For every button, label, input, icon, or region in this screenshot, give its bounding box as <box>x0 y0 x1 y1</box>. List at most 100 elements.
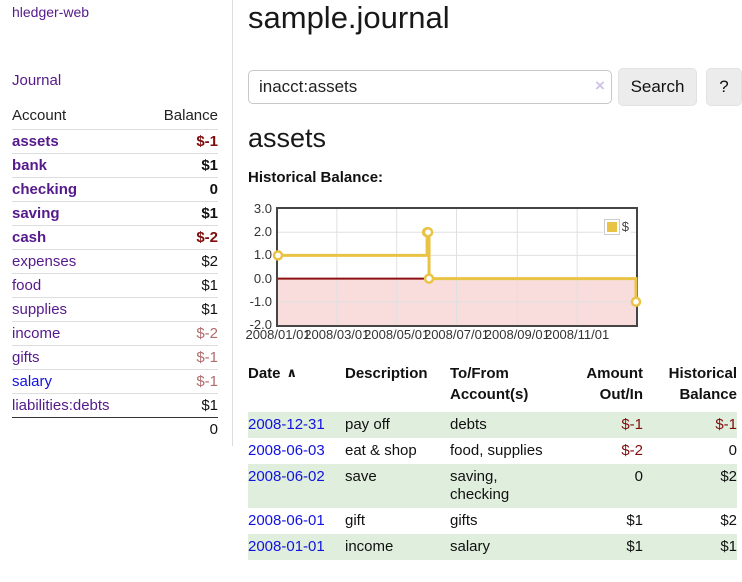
account-name-cell: expenses <box>12 249 145 274</box>
transaction-accounts-cell: salary <box>450 538 491 555</box>
transaction-accounts-cell: saving, checking <box>450 468 510 503</box>
transaction-accounts-cell: debts <box>450 416 487 433</box>
account-balance: $1 <box>144 201 218 226</box>
x-axis-tick-label: 2008/03/01 <box>304 327 370 342</box>
transaction-amount-cell: 0 <box>634 468 643 485</box>
x-axis-tick-label: 2008/11/01 <box>545 327 610 342</box>
transaction-date-link[interactable]: 2008-01-01 <box>248 538 325 555</box>
transaction-description-cell: income <box>345 538 394 555</box>
accounts-column-header: To/From Account(s) <box>450 365 529 403</box>
amount-column-header: Amount Out/In <box>586 365 643 403</box>
account-balance: $1 <box>144 393 218 418</box>
account-balance: $1 <box>144 153 218 178</box>
chart-title: Historical Balance: <box>248 169 384 186</box>
account-name-cell: assets <box>12 129 145 154</box>
transaction-date-link[interactable]: 2008-06-02 <box>248 468 325 485</box>
account-row: expenses $2 <box>12 249 218 274</box>
transaction-row: 2008-06-02 save saving, checking 0 $2 <box>248 464 737 508</box>
y-axis-tick-label: 0.0 <box>253 270 272 286</box>
date-column-header[interactable]: Date ∧ <box>248 365 298 382</box>
chart-legend: $ <box>602 218 631 235</box>
app-brand-link[interactable]: hledger-web <box>12 4 90 20</box>
transaction-accounts-cell: food, supplies <box>450 442 543 459</box>
account-row: liabilities:debts $1 <box>12 393 218 418</box>
transaction-date-cell: 2008-01-01 <box>248 534 345 560</box>
account-balance: $1 <box>144 297 218 322</box>
transaction-date-cell: 2008-06-01 <box>248 508 345 534</box>
accounts-total-row: 0 <box>12 417 218 441</box>
sidebar-account-link[interactable]: food <box>12 277 42 294</box>
account-name-cell: cash <box>12 225 145 250</box>
clear-search-icon[interactable]: × <box>595 76 605 95</box>
account-name-cell: saving <box>12 201 145 226</box>
transaction-date-cell: 2008-12-31 <box>248 412 345 438</box>
help-button[interactable]: ? <box>706 68 742 106</box>
account-column-header: Account <box>12 103 145 130</box>
sidebar-account-link[interactable]: liabilities:debts <box>12 397 110 414</box>
account-heading: assets <box>248 123 327 153</box>
account-row: income $-2 <box>12 321 218 346</box>
transaction-row: 2008-01-01 income salary $1 $1 <box>248 534 737 560</box>
y-axis-tick-label: 1.0 <box>253 247 272 263</box>
account-row: supplies $1 <box>12 297 218 322</box>
accounts-total-spacer <box>12 417 145 441</box>
transaction-balance-cell: $1 <box>720 538 737 555</box>
sidebar-account-link[interactable]: income <box>12 325 61 342</box>
page-title: sample.journal <box>248 0 450 35</box>
transaction-amount-cell: $-2 <box>621 442 643 459</box>
account-name-cell: supplies <box>12 297 145 322</box>
sidebar-account-link[interactable]: salary <box>12 373 53 390</box>
accounts-total-balance: 0 <box>144 417 218 441</box>
sidebar-account-link[interactable]: checking <box>12 181 78 198</box>
sidebar-account-link[interactable]: bank <box>12 157 48 174</box>
transaction-balance-cell: $2 <box>720 468 737 485</box>
transaction-amount-cell: $-1 <box>621 416 643 433</box>
sidebar-item-journal[interactable]: Journal <box>12 72 62 89</box>
account-row: assets $-1 <box>12 129 218 154</box>
account-row: food $1 <box>12 273 218 298</box>
account-balance: $2 <box>144 249 218 274</box>
sidebar-account-link[interactable]: cash <box>12 229 47 246</box>
sidebar-account-link[interactable]: gifts <box>12 349 40 366</box>
account-balance: $-1 <box>144 345 218 370</box>
sidebar-account-link[interactable]: expenses <box>12 253 77 270</box>
account-balance: $-2 <box>144 321 218 346</box>
transaction-balance-cell: $2 <box>720 512 737 529</box>
account-balance: $1 <box>144 273 218 298</box>
y-axis-tick-label: 3.0 <box>253 201 272 216</box>
chart-canvas <box>272 209 642 325</box>
sidebar-account-link[interactable]: supplies <box>12 301 68 318</box>
transaction-description-cell: pay off <box>345 416 390 433</box>
transaction-amount-cell: $1 <box>626 538 643 555</box>
y-axis-tick-label: -2.0 <box>249 317 272 332</box>
sidebar-account-link[interactable]: assets <box>12 133 59 150</box>
search-input[interactable] <box>248 70 612 104</box>
account-row: checking 0 <box>12 177 218 202</box>
transactions-header-row: Date ∧ Description To/From Account(s) Amo… <box>248 361 737 412</box>
transaction-description-cell: save <box>345 468 377 485</box>
x-axis-tick-label: 2008/07/01 <box>423 327 490 342</box>
account-name-cell: checking <box>12 177 145 202</box>
search-button[interactable]: Search <box>618 68 697 106</box>
search-bar: × Search ? <box>248 68 742 106</box>
transaction-row: 2008-06-01 gift gifts $1 $2 <box>248 508 737 534</box>
account-name-cell: salary <box>12 369 145 394</box>
sort-ascending-icon: ∧ <box>286 365 298 380</box>
account-balance: $-2 <box>144 225 218 250</box>
transaction-date-link[interactable]: 2008-06-03 <box>248 442 325 459</box>
x-axis-tick-label: 2008/05/01 <box>364 327 430 342</box>
transaction-balance-cell: 0 <box>728 442 737 459</box>
transaction-date-link[interactable]: 2008-06-01 <box>248 512 325 529</box>
sidebar: hledger-web Journal Account Balance asse… <box>0 0 233 446</box>
transaction-amount-cell: $1 <box>626 512 643 529</box>
account-row: saving $1 <box>12 201 218 226</box>
balance-column-header: Historical Balance <box>668 365 737 403</box>
account-name-cell: bank <box>12 153 145 178</box>
y-axis-tick-label: 2.0 <box>253 224 272 240</box>
y-axis-tick-label: -1.0 <box>249 293 272 309</box>
account-row: salary $-1 <box>12 369 218 394</box>
transaction-date-link[interactable]: 2008-12-31 <box>248 416 325 433</box>
account-balance: $-1 <box>144 369 218 394</box>
sidebar-account-link[interactable]: saving <box>12 205 60 222</box>
legend-label: $ <box>621 219 629 234</box>
